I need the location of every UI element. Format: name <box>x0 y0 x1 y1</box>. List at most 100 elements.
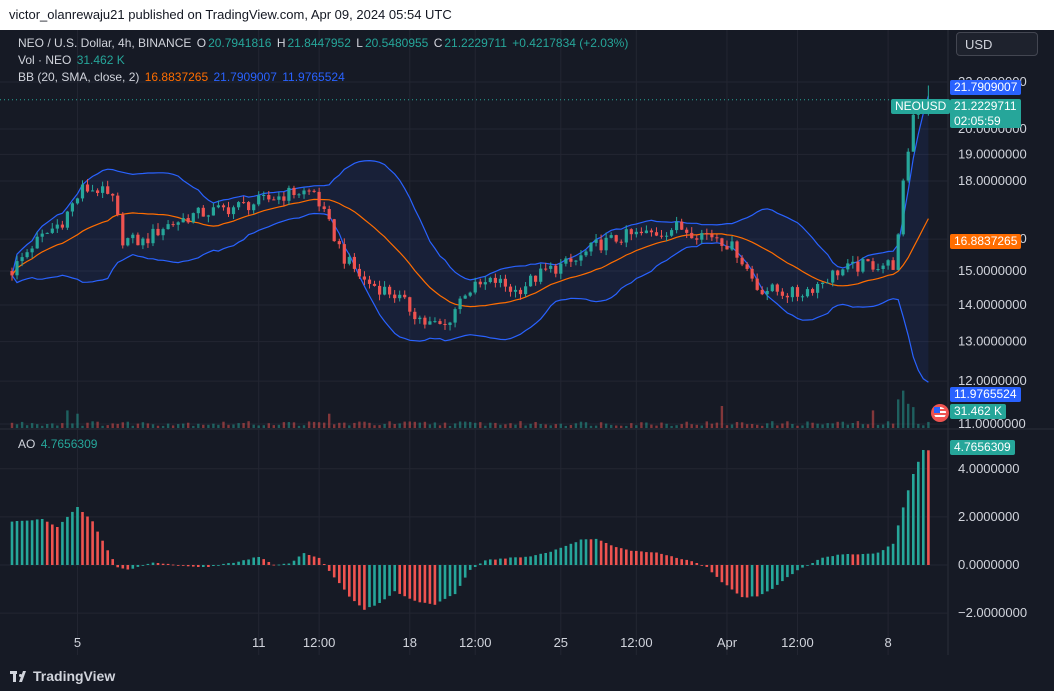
candle-body <box>408 297 412 312</box>
volume-bar <box>604 423 608 428</box>
bb-label[interactable]: BB (20, SMA, close, 2) <box>18 70 140 84</box>
candle-body <box>508 286 513 292</box>
volume-bar <box>297 425 301 428</box>
ao-bar <box>625 549 628 565</box>
ao-bar <box>619 548 623 565</box>
candle-body <box>322 206 326 209</box>
volume-bar <box>222 421 225 428</box>
ao-bar <box>141 565 145 566</box>
ao-bar <box>257 557 260 565</box>
volume-bar <box>599 422 603 428</box>
candle-body <box>518 289 523 295</box>
ao-bar <box>423 565 427 603</box>
volume-bar <box>247 421 250 428</box>
volume-bar <box>846 424 849 428</box>
ao-bar <box>660 553 663 565</box>
ao-bar <box>76 507 79 565</box>
volume-bar <box>756 424 759 428</box>
ao-bar <box>192 565 195 567</box>
candle-body <box>544 268 548 270</box>
price-tick-label: 15.0000000 <box>958 263 1027 278</box>
volume-bar <box>705 421 708 428</box>
us-flag-icon[interactable] <box>931 404 949 422</box>
bb-upper-value: 21.7909007 <box>213 70 277 84</box>
volume-bar <box>589 425 593 428</box>
ao-bar <box>786 565 789 578</box>
ao-bar <box>388 565 391 596</box>
volume-bar <box>10 422 14 428</box>
ao-bar <box>56 527 59 565</box>
ao-bar <box>922 450 925 565</box>
volume-label[interactable]: Vol · NEO <box>18 53 72 67</box>
ao-bar <box>207 565 210 567</box>
candle-body <box>609 235 613 238</box>
price-tick-label: 12.0000000 <box>958 373 1027 388</box>
ao-bar <box>237 561 240 565</box>
candle-body <box>453 309 457 323</box>
candle-body <box>886 260 890 266</box>
volume-bar <box>524 425 527 428</box>
ao-bar <box>338 565 341 584</box>
candle-body <box>710 234 714 238</box>
candle-body <box>388 286 392 295</box>
candle-body <box>800 296 805 298</box>
ao-bar <box>514 557 517 565</box>
currency-button[interactable]: USD <box>956 32 1038 56</box>
volume-bar <box>348 425 351 428</box>
low-value: 20.5480955 <box>364 36 429 50</box>
ao-bar <box>484 560 487 565</box>
candle-body <box>906 151 910 181</box>
ao-bar <box>604 543 608 565</box>
volume-bar <box>680 424 683 428</box>
candle-body <box>121 214 125 246</box>
volume-bar <box>811 422 814 428</box>
ao-bar <box>151 562 155 565</box>
ao-bar <box>353 565 356 602</box>
ao-bar <box>312 556 316 565</box>
candle-body <box>252 204 256 211</box>
volume-bar <box>413 421 416 428</box>
volume-bar <box>504 424 507 428</box>
ao-bar <box>836 554 839 565</box>
ao-bar <box>272 564 276 566</box>
ao-bar <box>202 565 205 567</box>
ao-bar <box>524 556 527 565</box>
ao-bar <box>796 565 799 571</box>
volume-bar <box>549 425 552 428</box>
candle-body <box>30 248 34 253</box>
symbol-title[interactable]: NEO / U.S. Dollar, 4h, BINANCE <box>18 36 192 50</box>
candle-body <box>629 229 633 235</box>
candle-body <box>211 207 215 216</box>
candle-body <box>80 184 85 199</box>
candle-body <box>242 202 246 204</box>
volume-bar <box>715 422 719 428</box>
volume-bar <box>710 423 714 428</box>
ao-bar <box>715 565 719 577</box>
candle-body <box>826 282 830 284</box>
bar-countdown: 02:05:59 <box>954 114 1001 128</box>
volume-bar <box>36 424 39 428</box>
bb-legend-row: BB (20, SMA, close, 2) 16.8837265 21.790… <box>18 70 347 84</box>
volume-bar <box>267 423 270 428</box>
volume-bar <box>871 410 875 428</box>
candle-body <box>891 260 895 270</box>
volume-bar <box>695 424 698 428</box>
volume-bar <box>323 422 326 428</box>
candle-body <box>161 229 165 236</box>
ao-bar <box>403 565 406 597</box>
ao-bar <box>735 565 739 594</box>
volume-bar <box>66 410 69 428</box>
candle-body <box>478 281 482 285</box>
candle-body <box>554 265 558 274</box>
volume-bar <box>786 421 789 428</box>
ao-label[interactable]: AO <box>18 437 36 451</box>
ao-bar <box>222 563 225 565</box>
ao-bar <box>327 565 331 571</box>
ao-bar <box>534 555 537 565</box>
ao-bar <box>111 559 114 565</box>
volume-bar <box>816 423 819 428</box>
volume-bar <box>171 425 175 428</box>
volume-bar <box>207 424 210 428</box>
tradingview-logo[interactable]: TradingView <box>10 668 115 684</box>
candle-body <box>317 191 321 207</box>
